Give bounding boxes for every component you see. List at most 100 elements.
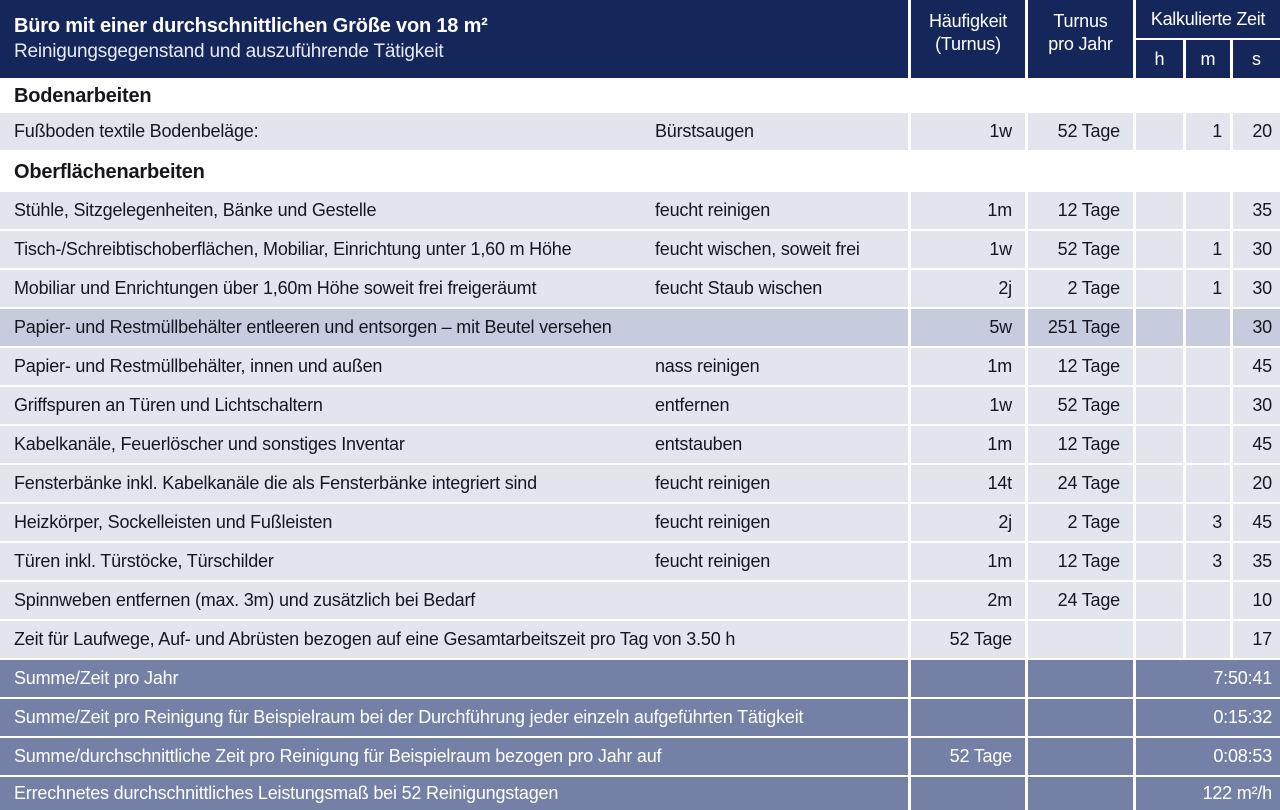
row-object-cell: Papier- und Restmüllbehälter, innen und … [0,348,908,385]
row-minutes-value [1186,309,1230,346]
row-object-label: Kabelkanäle, Feuerlöscher und sonstiges … [14,434,405,454]
row-object-cell: Stühle, Sitzgelegenheiten, Bänke und Ges… [0,192,908,229]
row-activity-label: Bürstsaugen [655,121,754,141]
row-object-label: Fensterbänke inkl. Kabelkanäle die als F… [14,473,537,493]
row-seconds-value: 30 [1233,270,1280,307]
row-frequency-value: 5w [911,309,1025,346]
row-minutes-value: 3 [1186,543,1230,580]
row-seconds-value: 35 [1233,192,1280,229]
row-object-cell: Fensterbänke inkl. Kabelkanäle die als F… [0,465,908,502]
column-header-frequency-line1: Häufigkeit [928,11,1008,31]
row-minutes-value [1186,426,1230,463]
row-object-cell: Mobiliar und Enrichtungen über 1,60m Höh… [0,270,908,307]
column-header-per-year-line1: Turnus [1053,11,1108,31]
table-row: Papier- und Restmüllbehälter, innen und … [0,348,1280,385]
row-object-cell: Tisch-/Schreibtischoberflächen, Mobiliar… [0,231,908,268]
row-object-label: Mobiliar und Enrichtungen über 1,60m Höh… [14,278,537,298]
column-header-calculated-time-group: Kalkulierte Zeit h m s [1136,0,1280,78]
row-frequency-value: 1w [911,113,1025,150]
summary-row: Summe/durchschnittliche Zeit pro Reinigu… [0,738,1280,775]
table-row: Stühle, Sitzgelegenheiten, Bänke und Ges… [0,192,1280,229]
row-hours-value [1136,231,1183,268]
row-per-year-value: 12 Tage [1028,348,1133,385]
summary-row: Summe/Zeit pro Reinigung für Beispielrau… [0,699,1280,736]
row-minutes-value [1186,192,1230,229]
row-minutes-value: 1 [1186,113,1230,150]
table-body: Bodenarbeiten Fußboden textile Bodenbelä… [0,80,1280,810]
row-hours-value [1136,543,1183,580]
summary-time-value: 7:50:41 [1136,660,1280,697]
row-minutes-value [1186,621,1230,658]
row-frequency-value: 52 Tage [911,621,1025,658]
column-header-calculated-time: Kalkulierte Zeit [1136,0,1280,38]
row-hours-value [1136,504,1183,541]
summary-per-year-value [1028,777,1133,810]
row-frequency-value: 1m [911,426,1025,463]
table-row: Griffspuren an Türen und Lichtschaltern … [0,387,1280,424]
row-seconds-value: 10 [1233,582,1280,619]
summary-frequency-value [911,699,1025,736]
row-object-cell: Türen inkl. Türstöcke, Türschilder feuch… [0,543,908,580]
row-minutes-value [1186,582,1230,619]
row-hours-value [1136,582,1183,619]
row-object-label: Spinnweben entfernen (max. 3m) und zusät… [14,590,476,610]
row-object-cell: Papier- und Restmüllbehälter entleeren u… [0,309,908,346]
row-per-year-value: 24 Tage [1028,582,1133,619]
section-header-row: Oberflächenarbeiten [0,152,1280,192]
table-header-row: Büro mit einer durchschnittlichen Größe … [0,0,1280,78]
row-per-year-value: 12 Tage [1028,543,1133,580]
row-object-label: Fußboden textile Bodenbeläge: [14,121,259,141]
row-hours-value [1136,309,1183,346]
row-per-year-value: 52 Tage [1028,113,1133,150]
section-header-label: Oberflächenarbeiten [14,160,205,183]
summary-label: Errechnetes durchschnittliches Leistungs… [14,783,559,803]
row-object-label: Zeit für Laufwege, Auf- und Abrüsten bez… [14,629,736,649]
row-per-year-value: 12 Tage [1028,192,1133,229]
row-hours-value [1136,113,1183,150]
summary-row: Summe/Zeit pro Jahr 7:50:41 [0,660,1280,697]
row-frequency-value: 2j [911,270,1025,307]
row-minutes-value: 3 [1186,504,1230,541]
row-object-cell: Spinnweben entfernen (max. 3m) und zusät… [0,582,908,619]
row-activity-label: nass reinigen [655,356,760,376]
row-minutes-value: 1 [1186,231,1230,268]
row-activity-label: entstauben [655,434,743,454]
row-hours-value [1136,387,1183,424]
table-row: Zeit für Laufwege, Auf- und Abrüsten bez… [0,621,1280,658]
summary-label-cell: Summe/durchschnittliche Zeit pro Reinigu… [0,738,908,775]
row-hours-value [1136,426,1183,463]
summary-frequency-value [911,660,1025,697]
summary-frequency-value: 52 Tage [911,738,1025,775]
row-seconds-value: 30 [1233,309,1280,346]
row-per-year-value: 2 Tage [1028,270,1133,307]
row-frequency-value: 14t [911,465,1025,502]
table-row: Papier- und Restmüllbehälter entleeren u… [0,309,1280,346]
summary-label: Summe/durchschnittliche Zeit pro Reinigu… [14,746,662,766]
row-minutes-value [1186,348,1230,385]
row-frequency-value: 1m [911,543,1025,580]
summary-time-value: 0:08:53 [1136,738,1280,775]
row-seconds-value: 45 [1233,348,1280,385]
row-object-cell: Heizkörper, Sockelleisten und Fußleisten… [0,504,908,541]
row-seconds-value: 30 [1233,231,1280,268]
column-header-minutes: m [1186,40,1230,78]
table-row: Kabelkanäle, Feuerlöscher und sonstiges … [0,426,1280,463]
row-object-cell: Kabelkanäle, Feuerlöscher und sonstiges … [0,426,908,463]
table-row: Türen inkl. Türstöcke, Türschilder feuch… [0,543,1280,580]
table-row: Tisch-/Schreibtischoberflächen, Mobiliar… [0,231,1280,268]
column-header-per-year: Turnus pro Jahr [1028,0,1133,78]
row-hours-value [1136,465,1183,502]
column-header-frequency-line2: (Turnus) [935,34,1001,54]
header-title-cell: Büro mit einer durchschnittlichen Größe … [0,0,908,78]
row-activity-label: entfernen [655,395,730,415]
row-hours-value [1136,621,1183,658]
row-per-year-value: 251 Tage [1028,309,1133,346]
row-object-label: Papier- und Restmüllbehälter entleeren u… [14,317,612,337]
row-seconds-value: 20 [1233,465,1280,502]
row-per-year-value: 52 Tage [1028,231,1133,268]
column-header-frequency: Häufigkeit (Turnus) [911,0,1025,78]
row-hours-value [1136,192,1183,229]
summary-label: Summe/Zeit pro Jahr [14,668,179,688]
table-subtitle: Reinigungsgegenstand und auszuführende T… [14,41,444,62]
